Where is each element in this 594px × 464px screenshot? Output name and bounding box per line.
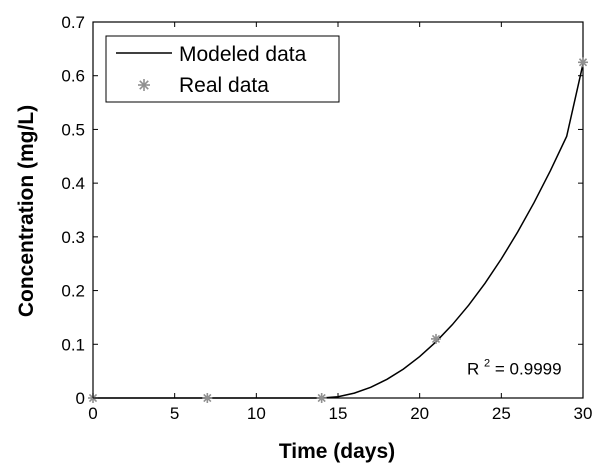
y-tick-label: 0.6 — [61, 67, 85, 86]
real-data-point — [431, 333, 441, 344]
legend-box — [105, 35, 340, 103]
x-tick-label: 10 — [247, 404, 266, 423]
y-tick-label: 0.3 — [61, 228, 85, 247]
modeled-data-line — [93, 63, 584, 399]
legend-marker-asterisk — [138, 79, 150, 91]
x-tick-label: 15 — [329, 404, 348, 423]
legend-label-modeled: Modeled data — [179, 43, 307, 66]
y-tick-label: 0.1 — [61, 335, 85, 354]
x-tick-label: 5 — [170, 404, 179, 423]
x-tick-label: 20 — [410, 404, 429, 423]
r-squared-sup: 2 — [484, 357, 490, 369]
y-axis-ticks: 0 0.1 0.2 0.3 0.4 0.5 0.6 0.7 — [61, 13, 583, 408]
legend-label-real: Real data — [179, 74, 269, 97]
y-tick-label: 0 — [76, 389, 85, 408]
r-squared-annotation: R 2 = 0.9999 — [467, 351, 562, 378]
x-tick-label: 0 — [88, 404, 97, 423]
y-tick-label: 0.2 — [61, 282, 85, 301]
legend-marker-real — [138, 79, 150, 91]
y-tick-label: 0.4 — [61, 174, 85, 193]
x-axis-ticks: 0 5 10 15 20 25 30 — [88, 22, 592, 423]
r-squared-value: = 0.9999 — [495, 359, 562, 378]
real-data-point — [316, 393, 327, 403]
y-tick-label: 0.7 — [61, 13, 85, 32]
x-axis-label: Time (days) — [279, 440, 395, 463]
x-tick-label: 25 — [492, 404, 511, 423]
x-tick-label: 30 — [574, 404, 593, 423]
y-tick-label: 0.5 — [61, 120, 85, 139]
real-data-point — [578, 57, 588, 68]
legend: Modeled data Real data — [105, 35, 340, 103]
y-axis-label: Concentration (mg/L) — [15, 105, 38, 317]
real-data-point — [202, 393, 213, 403]
r-squared-base: R — [467, 359, 479, 378]
